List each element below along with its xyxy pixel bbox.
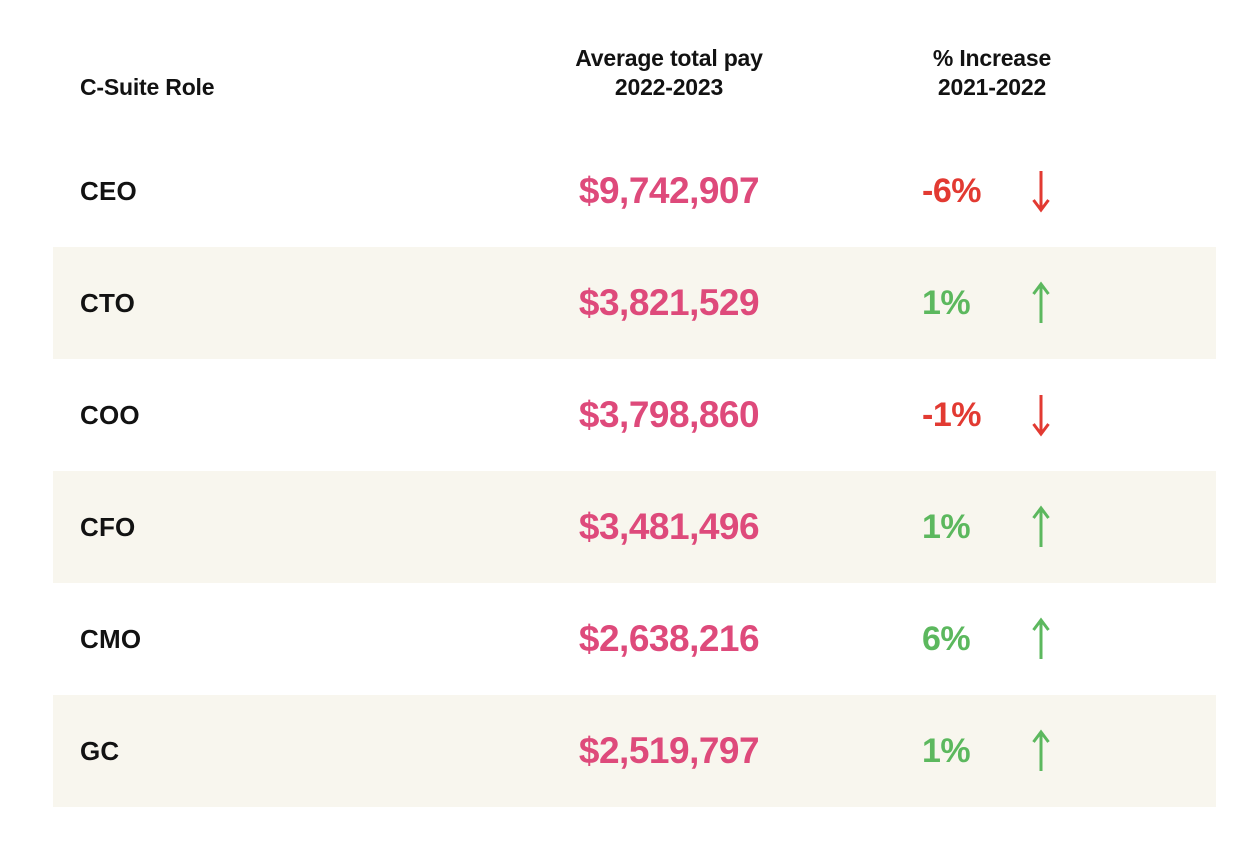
pay-value: $3,481,496	[578, 506, 760, 547]
role-label: GC	[80, 735, 120, 766]
role-label: COO	[80, 399, 140, 430]
trend-up-arrow-icon	[1030, 281, 1052, 325]
header-increase-line1: % Increase	[932, 45, 1052, 71]
change-value: 1%	[922, 731, 971, 770]
change-cell: 6%	[920, 617, 1064, 661]
pay-value: $3,821,529	[578, 282, 760, 323]
header-average-pay: Average total pay 2022-2023	[534, 44, 804, 102]
change-cell: -6%	[920, 169, 1064, 213]
trend-up-arrow-icon	[1030, 505, 1052, 549]
header-increase: % Increase 2021-2022	[920, 44, 1064, 102]
change-value: -1%	[922, 395, 981, 434]
pay-value: $3,798,860	[578, 394, 760, 435]
pay-value: $2,519,797	[578, 730, 760, 771]
change-value: 6%	[922, 619, 971, 658]
change-cell: 1%	[920, 281, 1064, 325]
trend-up-arrow-icon	[1030, 617, 1052, 661]
header-role: C-Suite Role	[53, 73, 534, 102]
change-cell: -1%	[920, 393, 1064, 437]
change-cell: 1%	[920, 729, 1064, 773]
header-role-label: C-Suite Role	[80, 74, 215, 100]
role-label: CTO	[80, 287, 136, 318]
change-value: 1%	[922, 283, 971, 322]
trend-down-arrow-icon	[1030, 169, 1052, 213]
change-value: -6%	[922, 171, 981, 210]
role-label: CFO	[80, 511, 136, 542]
role-label: CEO	[80, 175, 137, 206]
pay-value: $2,638,216	[578, 618, 760, 659]
header-pay-line2: 2022-2023	[614, 74, 724, 100]
table-row-ceo: CEO $9,742,907 -6%	[53, 135, 1216, 247]
change-value: 1%	[922, 507, 971, 546]
trend-down-arrow-icon	[1030, 393, 1052, 437]
header-pay-line1: Average total pay	[575, 45, 763, 71]
header-increase-line2: 2021-2022	[937, 74, 1047, 100]
trend-up-arrow-icon	[1030, 729, 1052, 773]
pay-value: $9,742,907	[578, 170, 760, 211]
table-row-coo: COO $3,798,860 -1%	[53, 359, 1216, 471]
table-row-cto: CTO $3,821,529 1%	[53, 247, 1216, 359]
table-row-gc: GC $2,519,797 1%	[53, 695, 1216, 807]
table-row-cmo: CMO $2,638,216 6%	[53, 583, 1216, 695]
role-label: CMO	[80, 623, 142, 654]
change-cell: 1%	[920, 505, 1064, 549]
table-header: C-Suite Role Average total pay 2022-2023…	[53, 0, 1216, 135]
table-body: CEO $9,742,907 -6% CTO $3,821,529	[53, 135, 1216, 807]
table-row-cfo: CFO $3,481,496 1%	[53, 471, 1216, 583]
